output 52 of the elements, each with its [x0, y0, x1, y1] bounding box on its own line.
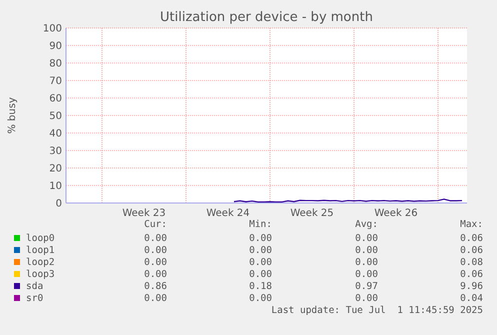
y-tick-label: 100: [42, 24, 62, 34]
y-tick-label: 30: [49, 146, 62, 157]
text: 0.00: [249, 245, 272, 256]
text: 0.00: [249, 233, 272, 244]
text: Avg:: [355, 219, 378, 230]
y-tick-label: 50: [49, 111, 62, 122]
legend-label: loop1: [26, 245, 55, 256]
x-tick-label: Week 26: [374, 208, 418, 219]
text: 0.00: [249, 293, 272, 304]
text: 0.04: [460, 293, 484, 304]
text: 0.00: [144, 293, 168, 304]
text: 0.00: [355, 245, 378, 256]
legend-label: sr0: [26, 293, 44, 304]
text: Last update: Tue Jul 1 11:45:59 2025: [271, 305, 483, 316]
y-tick-label: 90: [49, 41, 62, 52]
text: 0.00: [355, 257, 378, 268]
legend-label: loop2: [26, 257, 55, 268]
text: 0.00: [144, 245, 168, 256]
text: 0.06: [460, 245, 484, 256]
text: 0.00: [355, 233, 378, 244]
text: 0.00: [144, 233, 168, 244]
x-tick-label: Week 25: [290, 208, 334, 219]
y-tick-label: 20: [49, 164, 62, 174]
y-tick-label: 0: [56, 198, 62, 210]
y-tick-label: 10: [49, 181, 62, 192]
y-tick-label: 80: [49, 58, 62, 70]
legend-label: sda: [26, 281, 44, 292]
text: 0.86: [144, 281, 168, 292]
y-axis-title: % busy: [7, 97, 18, 134]
y-tick-label: 40: [49, 128, 62, 140]
text: 0.00: [144, 269, 168, 280]
text: Max:: [460, 219, 483, 230]
text: 0.06: [460, 269, 484, 280]
legend-label: loop0: [26, 233, 55, 244]
text: 0.00: [144, 257, 168, 268]
text: 0.00: [355, 293, 378, 304]
chart-title: Utilization per device - by month: [160, 10, 373, 25]
text: 0.00: [249, 269, 272, 280]
text: 0.18: [249, 281, 272, 292]
text: 0.08: [460, 257, 484, 268]
text: Cur:: [144, 219, 167, 230]
text: 0.00: [249, 257, 272, 268]
x-tick-label: Week 23: [122, 208, 166, 219]
x-tick-label: Week 24: [206, 208, 250, 219]
text: 9.96: [460, 281, 484, 292]
legend-label: loop3: [26, 269, 55, 280]
y-tick-label: 70: [49, 76, 62, 87]
y-tick-label: 60: [49, 94, 62, 104]
text: 0.97: [355, 281, 378, 292]
text: 0.06: [460, 233, 484, 244]
text: Min:: [249, 219, 272, 230]
text: 0.00: [355, 269, 378, 280]
